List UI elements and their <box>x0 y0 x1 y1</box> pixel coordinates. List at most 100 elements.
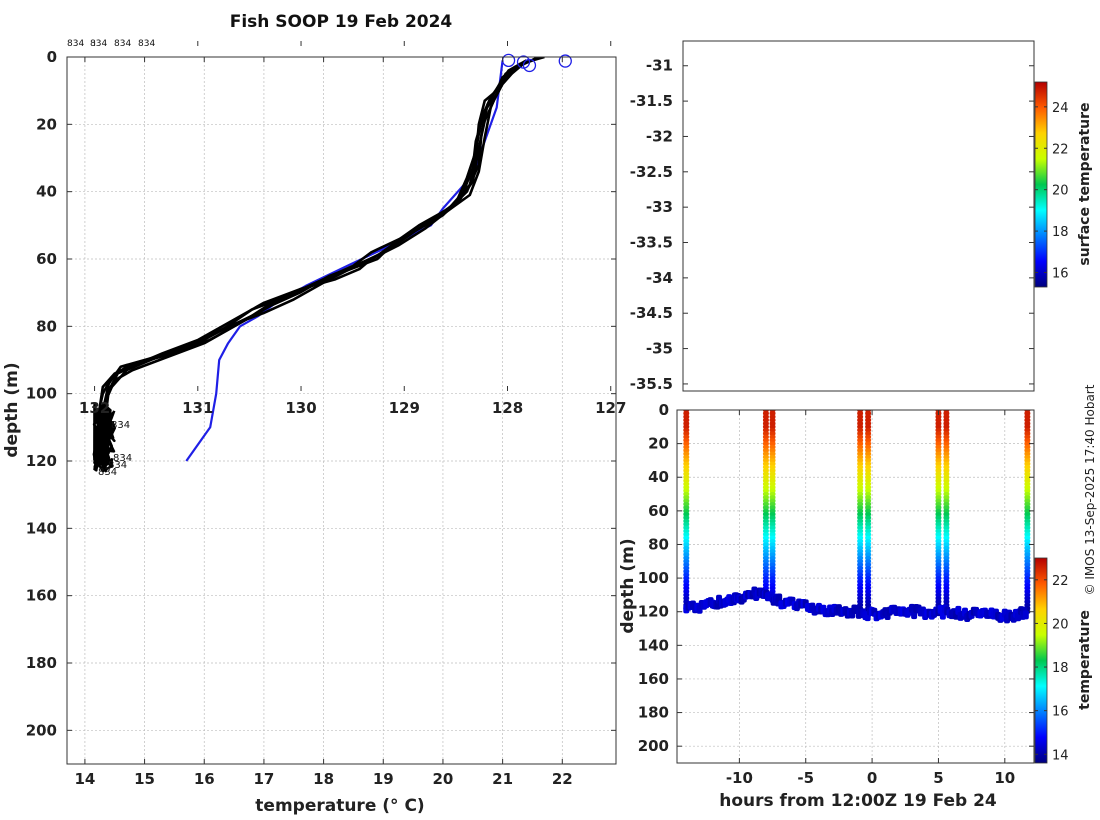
cast-sample <box>857 599 864 604</box>
cast-sample <box>762 502 769 507</box>
cast-sample <box>1024 438 1031 443</box>
cast-sample <box>857 468 864 473</box>
cast-sample <box>857 566 864 571</box>
cast-sample <box>683 488 690 493</box>
cast-sample <box>935 428 942 433</box>
cast-sample <box>857 461 864 466</box>
cast-sample <box>943 434 950 439</box>
cast-sample <box>943 515 950 520</box>
cast-sample <box>1024 451 1031 456</box>
cast-sample <box>1024 592 1031 597</box>
map-colorbar <box>1034 81 1048 288</box>
map-x-tick-label: 131 <box>182 399 213 417</box>
cast-sample <box>762 535 769 540</box>
cast-sample <box>943 549 950 554</box>
cast-sample <box>943 495 950 500</box>
cast-sample <box>683 592 690 597</box>
cast-sample <box>935 539 942 544</box>
cast-sample <box>935 444 942 449</box>
section-plot-area <box>677 410 1034 763</box>
cast-sample <box>683 485 690 490</box>
cast-sample <box>943 599 950 604</box>
x-tick-label: 16 <box>194 770 215 788</box>
cast-sample <box>865 468 872 473</box>
map-y-tick-label: -33 <box>646 198 673 216</box>
map-x-tick-label: 127 <box>595 399 626 417</box>
cast-sample <box>1024 498 1031 503</box>
cast-sample <box>935 418 942 423</box>
cast-sample <box>935 458 942 463</box>
cast-end-label: 834 <box>113 453 132 464</box>
cast-sample <box>762 532 769 537</box>
map-x-tick-label: 128 <box>492 399 523 417</box>
cast-sample <box>865 458 872 463</box>
cast-sample <box>762 458 769 463</box>
colorbar-tick-label: 24 <box>1052 101 1069 116</box>
cast-sample <box>769 522 776 527</box>
cast-sample <box>865 566 872 571</box>
cast-sample <box>943 451 950 456</box>
profile-chart: 834 834 834 834 14 15 16 17 18 19 20 21 22 0 20 40… <box>2 48 617 816</box>
cast-sample <box>935 572 942 577</box>
cast-sample <box>769 545 776 550</box>
cast-sample <box>935 481 942 486</box>
cast-sample <box>1024 602 1031 607</box>
profile-series <box>92 57 545 473</box>
cast-sample <box>762 455 769 460</box>
section-colorbar <box>1034 557 1048 764</box>
colorbar-tick-label: 16 <box>1052 705 1069 720</box>
cast-sample <box>935 495 942 500</box>
cast-sample <box>865 572 872 577</box>
cast-sample <box>857 428 864 433</box>
map-x-tick-label: 129 <box>389 399 420 417</box>
cast-sample <box>762 461 769 466</box>
cast-sample <box>857 576 864 581</box>
cast-sample <box>865 539 872 544</box>
y-tick-label: 0 <box>47 48 57 66</box>
cast-sample <box>769 418 776 423</box>
cast-sample <box>935 566 942 571</box>
cast-sample <box>943 569 950 574</box>
cast-sample <box>769 458 776 463</box>
cast-sample <box>865 518 872 523</box>
map-x-tick-label: 132 <box>79 399 110 417</box>
cast-sample <box>943 458 950 463</box>
cast-sample <box>1024 411 1031 416</box>
cast-sample <box>769 481 776 486</box>
cast-sample <box>943 424 950 429</box>
cast-sample <box>865 434 872 439</box>
y-tick-label: 80 <box>36 317 57 335</box>
cast-sample <box>769 441 776 446</box>
cast-sample <box>857 555 864 560</box>
cast-sample <box>1024 572 1031 577</box>
cast-sample <box>857 411 864 416</box>
cast-sample <box>943 576 950 581</box>
section-y-tick-label: 180 <box>638 704 669 722</box>
cast-sample <box>935 492 942 497</box>
cast-sample <box>865 438 872 443</box>
cast-sample <box>865 559 872 564</box>
section-x-tick-label: -10 <box>726 769 753 787</box>
cast-sample <box>865 461 872 466</box>
cast-sample <box>935 522 942 527</box>
cast-sample <box>1024 468 1031 473</box>
section-y-tick-label: 20 <box>648 435 669 453</box>
profile-frame <box>66 56 617 765</box>
cast-sample <box>865 444 872 449</box>
cast-sample <box>865 569 872 574</box>
cast-sample <box>857 552 864 557</box>
cast-sample <box>865 414 872 419</box>
cast-sample <box>1024 559 1031 564</box>
surface-marker <box>558 54 572 68</box>
y-tick-label: 140 <box>26 519 57 537</box>
map-frame <box>682 40 1035 392</box>
cast-sample <box>935 502 942 507</box>
colorbar-tick-label: 20 <box>1052 184 1069 199</box>
map-colorbar-ticks: 16 18 20 22 24 <box>1035 101 1069 282</box>
cast-sample <box>865 549 872 554</box>
cast-sample <box>943 589 950 594</box>
cast-sample <box>683 518 690 523</box>
section-colorbar-label: temperature <box>1077 610 1093 710</box>
cast-sample <box>935 582 942 587</box>
